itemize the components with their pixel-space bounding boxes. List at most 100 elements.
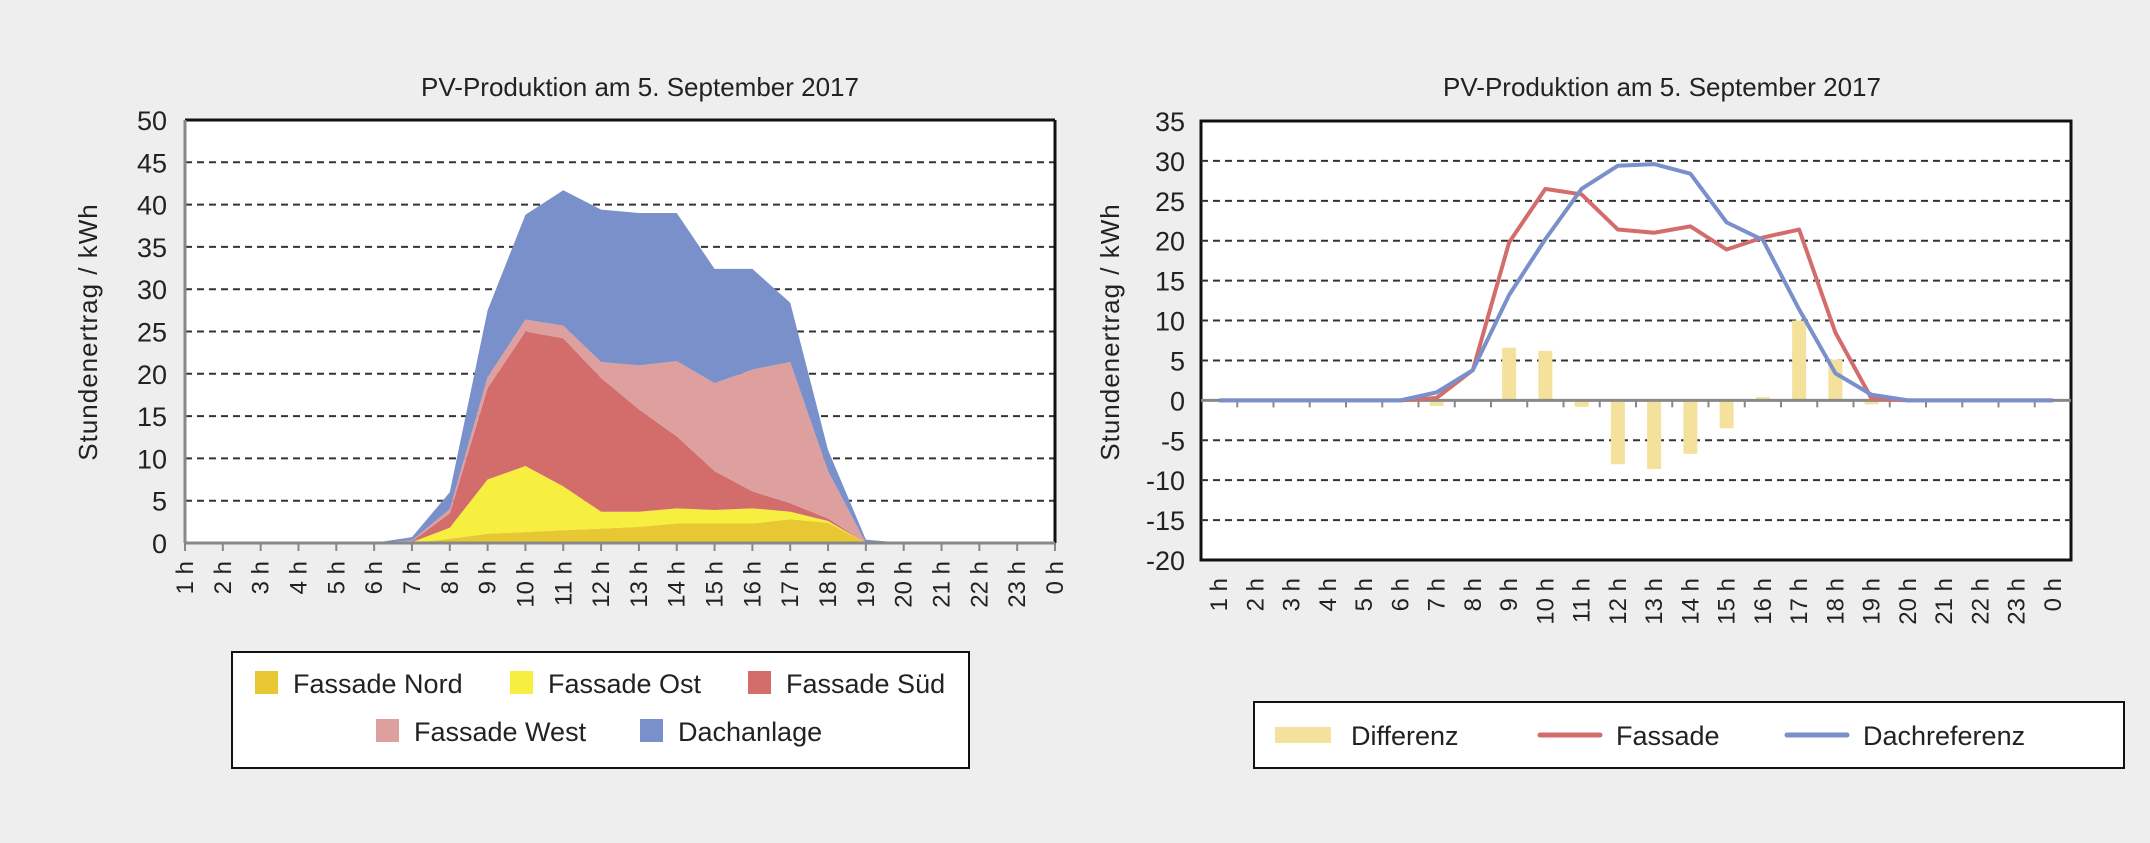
area-series: [185, 190, 1055, 543]
legend-label: Dachanlage: [678, 717, 822, 747]
x-tick-label: 14 h: [1677, 578, 1704, 625]
x-tick-label: 19 h: [853, 561, 880, 608]
bar-differenz: [1755, 397, 1770, 401]
x-tick-label: 13 h: [1641, 578, 1668, 625]
y-tick-labels: 0 5 10 15 20 25 30 35 40 45 50: [137, 106, 167, 559]
x-tick-label: 1 h: [172, 561, 199, 594]
legend: Differenz Fassade Dachreferenz: [1253, 701, 2125, 769]
y-tick-label: 35: [137, 233, 167, 263]
x-tick-label: 5 h: [1351, 578, 1378, 611]
y-tick-label: 50: [137, 106, 167, 136]
y-tick-label: 5: [152, 487, 167, 517]
y-tick-label: 15: [1155, 267, 1185, 297]
x-tick-label: 15 h: [1714, 578, 1741, 625]
bar-differenz: [1683, 400, 1698, 454]
y-axis-label: Stundenertrag / kWh: [1095, 203, 1125, 460]
x-tick-label: 21 h: [929, 561, 956, 608]
legend-label: Fassade Ost: [548, 669, 702, 699]
stacked-area-chart: PV-Produktion am 5. September 2017 Stund…: [73, 72, 1069, 769]
x-tick-label: 22 h: [1967, 578, 1994, 625]
legend-label: Fassade Süd: [786, 669, 945, 699]
legend-box: [1253, 701, 2125, 769]
x-tick-label: 23 h: [1004, 561, 1031, 608]
bar-differenz: [1719, 400, 1734, 429]
x-tick-label: 9 h: [475, 561, 502, 594]
bar-differenz: [1610, 400, 1625, 465]
area-fassade-sued: [185, 331, 1055, 543]
x-tick-label: 17 h: [777, 561, 804, 608]
legend-swatch: [640, 719, 663, 742]
legend-label: Differenz: [1351, 721, 1459, 751]
legend-label: Fassade: [1616, 721, 1720, 751]
y-tick-label: 30: [137, 275, 167, 305]
gridlines: [1201, 159, 2071, 522]
x-tick-label: 20 h: [891, 561, 918, 608]
x-tick-label: 12 h: [588, 561, 615, 608]
legend-swatch: [376, 719, 399, 742]
y-tick-label: 5: [1170, 346, 1185, 376]
y-tick-label: 0: [152, 529, 167, 559]
x-tick-label: 11 h: [550, 561, 577, 606]
x-tick-label: 3 h: [1279, 578, 1306, 611]
x-tick-label: 7 h: [1424, 578, 1451, 611]
x-tick-label: 0 h: [2040, 578, 2067, 611]
x-tick-label: 17 h: [1786, 578, 1813, 625]
x-tick-label: 23 h: [2004, 578, 2031, 625]
x-tick-label: 13 h: [626, 561, 653, 608]
plot-area: [1199, 119, 2073, 562]
x-tick-label: 10 h: [512, 561, 539, 608]
x-tick-label: 20 h: [1895, 578, 1922, 625]
x-tick-label: 4 h: [285, 561, 312, 594]
y-tick-label: 30: [1155, 147, 1185, 177]
x-tick-label: 5 h: [323, 561, 350, 594]
x-tick-label: 7 h: [399, 561, 426, 594]
line-dachreferenz: [1219, 162, 2053, 403]
x-tick-label: 18 h: [1822, 578, 1849, 625]
y-tick-label: 10: [1155, 307, 1185, 337]
bar-differenz: [1574, 400, 1589, 407]
legend-swatch: [255, 671, 278, 694]
x-tick-label: 6 h: [1387, 578, 1414, 611]
x-tick-label: 16 h: [1750, 578, 1777, 625]
area-dachanlage: [185, 190, 1055, 543]
y-tick-label: 35: [1155, 107, 1185, 137]
x-tick-label: 1 h: [1206, 578, 1233, 611]
x-tick-label: 22 h: [966, 561, 993, 608]
y-tick-label: 40: [137, 191, 167, 221]
bar-differenz: [1429, 400, 1444, 406]
legend-box: [231, 651, 970, 769]
y-axis-label: Stundenertrag / kWh: [73, 203, 103, 460]
y-tick-label: 20: [137, 360, 167, 390]
y-tick-label: -20: [1146, 546, 1185, 576]
x-tick-label: 14 h: [664, 561, 691, 608]
bar-differenz: [1792, 320, 1807, 401]
chart-title: PV-Produktion am 5. September 2017: [421, 72, 859, 102]
bar-differenz: [1538, 350, 1553, 401]
y-tick-label: 45: [137, 148, 167, 178]
x-tick-label: 6 h: [361, 561, 388, 594]
y-tick-label: -15: [1146, 506, 1185, 536]
line-series: [1219, 162, 2053, 403]
x-tick-label: 9 h: [1496, 578, 1523, 611]
bar-differenz: [1502, 347, 1517, 401]
x-tick-label: 11 h: [1569, 578, 1596, 623]
bar-differenz: [1864, 400, 1879, 405]
y-tick-labels: -20 -15 -10 -5 0 5 10 15 20 25 30 35: [1146, 107, 1185, 576]
area-fassade-ost: [185, 466, 1055, 543]
x-tick-label: 2 h: [1242, 578, 1269, 611]
legend-label: Fassade Nord: [293, 669, 463, 699]
area-fassade-west: [185, 319, 1055, 543]
x-tick-label: 18 h: [815, 561, 842, 608]
x-tick-label: 12 h: [1605, 578, 1632, 625]
area-fassade-nord: [185, 519, 1055, 543]
legend-label: Fassade West: [414, 717, 587, 747]
y-tick-label: 25: [137, 318, 167, 348]
y-tick-label: 20: [1155, 227, 1185, 257]
y-tick-label: -5: [1161, 426, 1185, 456]
bar-line-chart: PV-Produktion am 5. September 2017 Stund…: [1095, 72, 2125, 769]
x-tick-label: 19 h: [1859, 578, 1886, 625]
y-tick-label: 0: [1170, 386, 1185, 416]
x-tick-label: 15 h: [702, 561, 729, 608]
x-tick-label: 8 h: [1460, 578, 1487, 611]
y-tick-label: 25: [1155, 187, 1185, 217]
